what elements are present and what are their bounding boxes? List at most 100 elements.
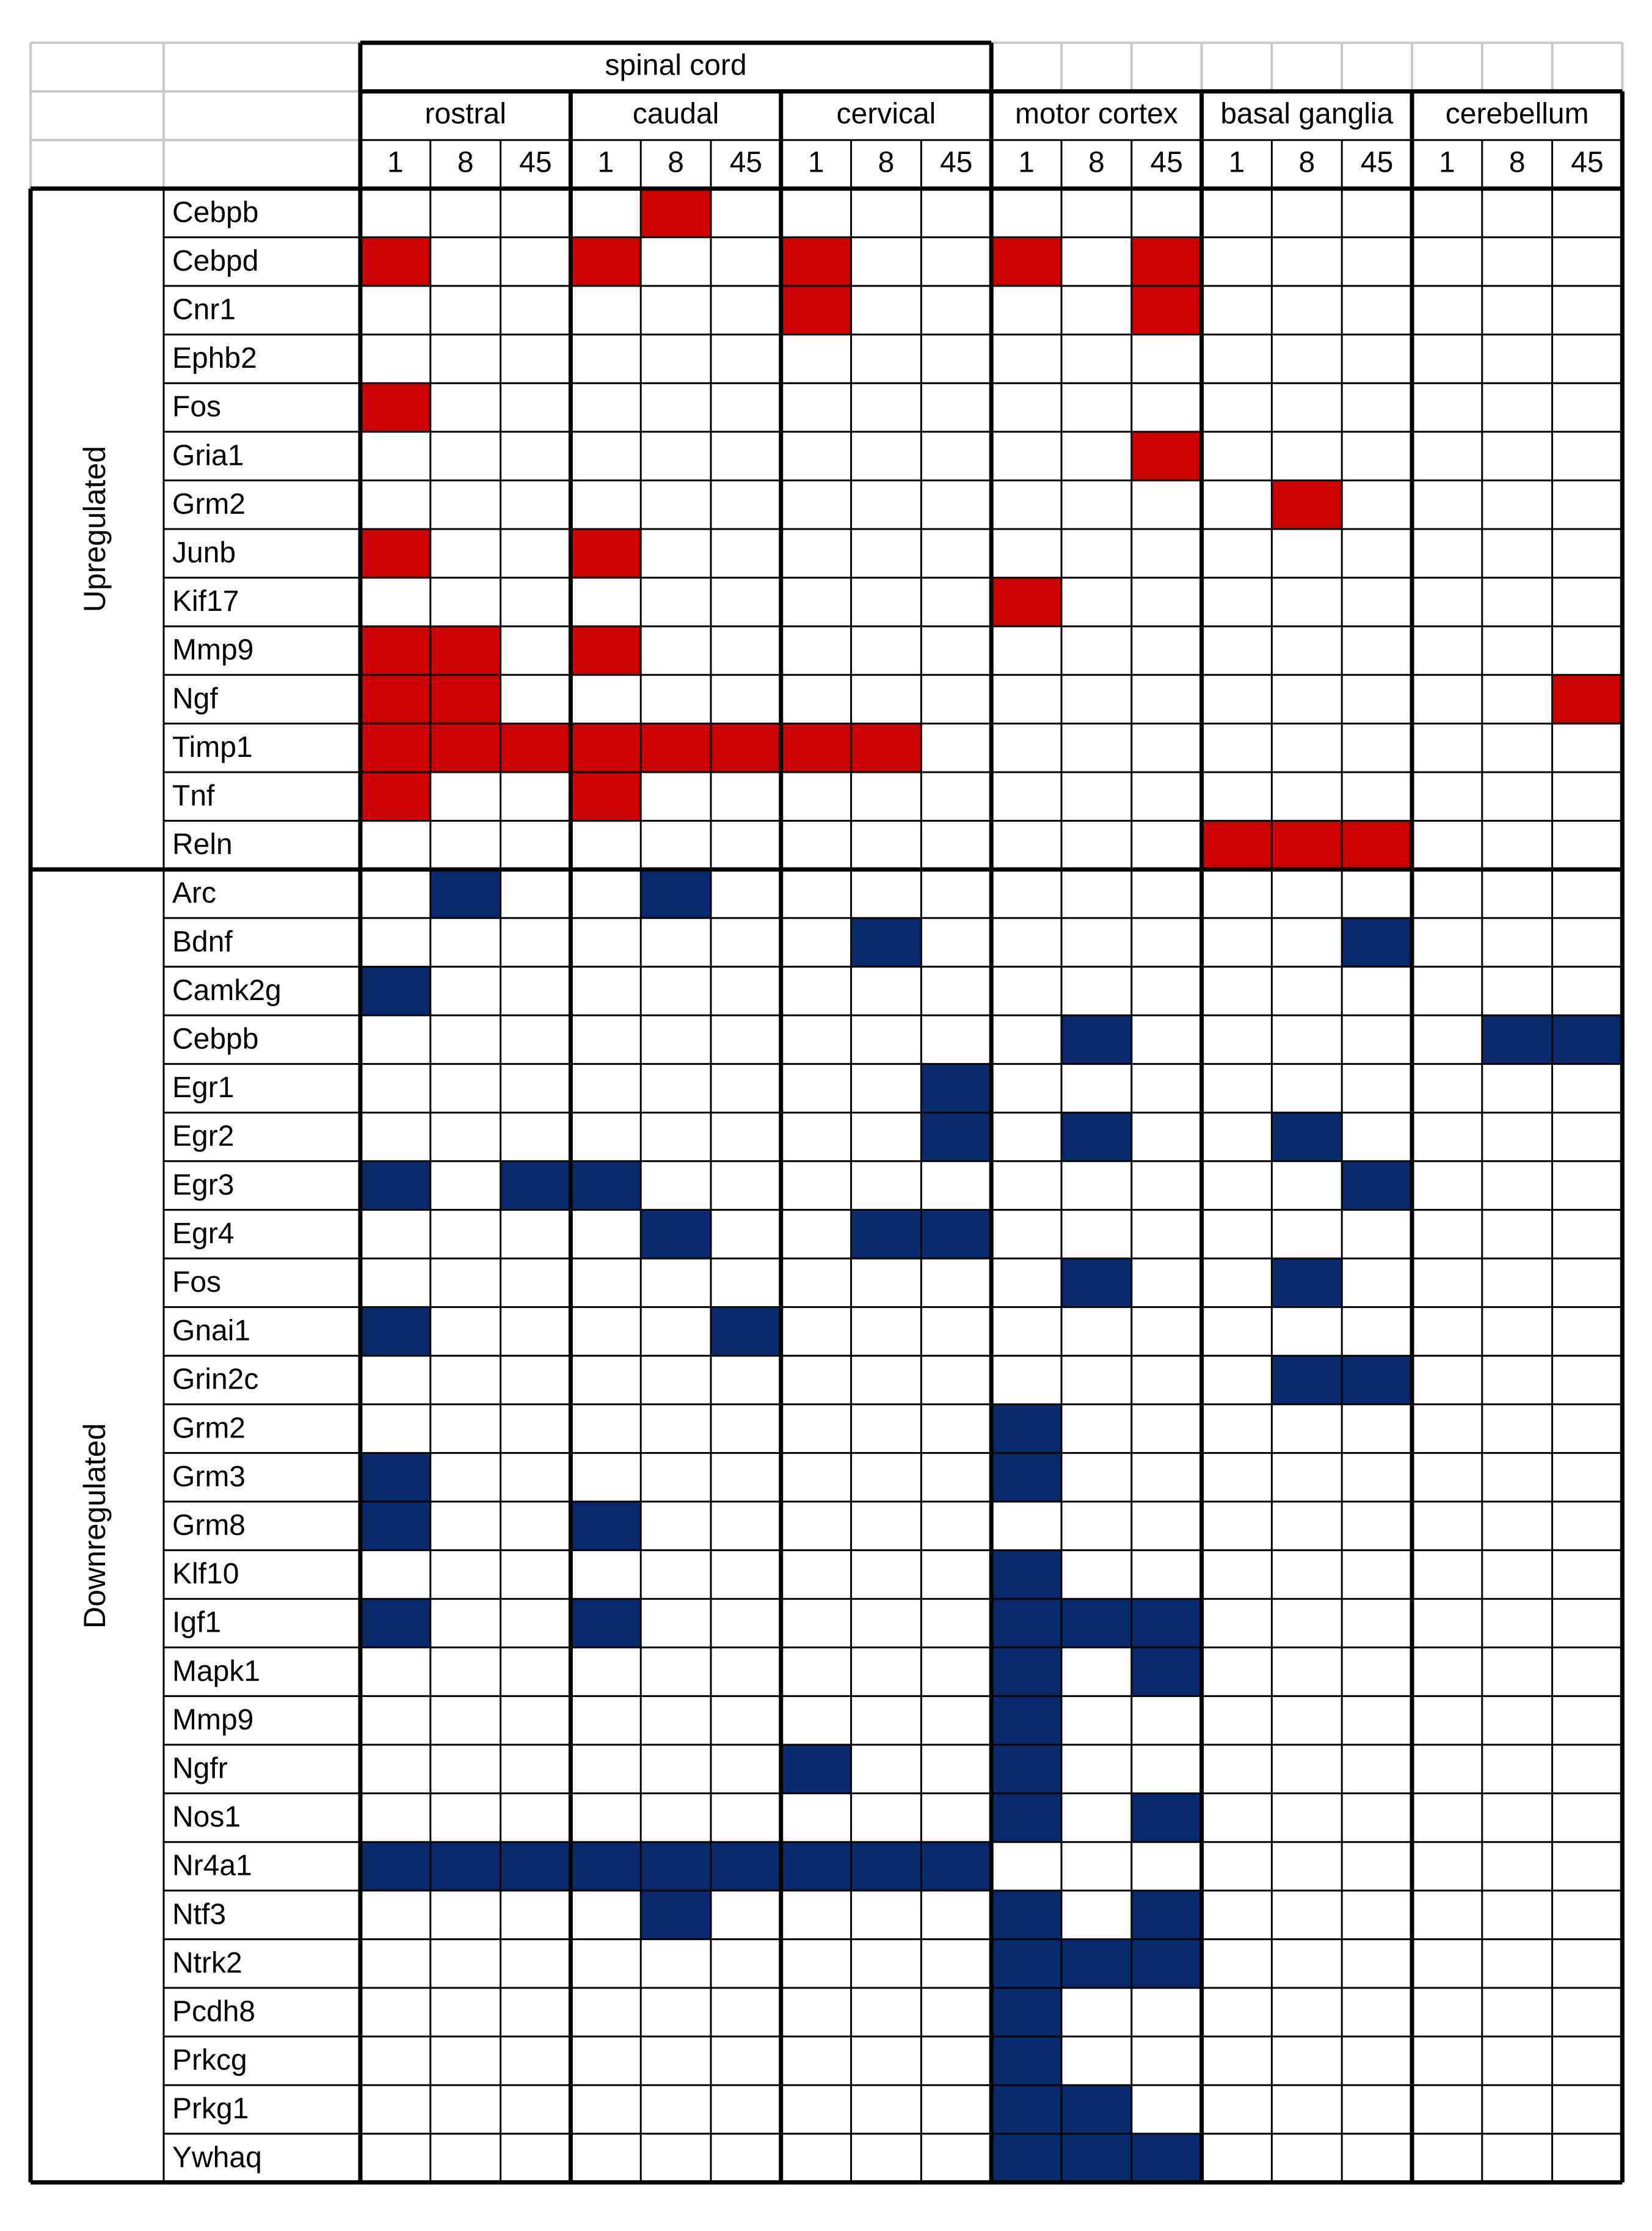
downregulated-cell	[991, 1793, 1061, 1842]
upregulated-cell	[570, 237, 641, 286]
upregulated-cell	[430, 674, 501, 724]
gene-label: Junb	[172, 536, 236, 569]
downregulated-cell	[1272, 1112, 1342, 1161]
timepoint-label: 8	[1509, 147, 1526, 179]
downregulated-cell	[851, 918, 922, 967]
downregulated-cell	[991, 1599, 1061, 1648]
gene-label: Cebpd	[172, 245, 258, 277]
upregulated-cell	[711, 723, 781, 772]
downregulated-cell	[1342, 1161, 1412, 1210]
upregulated-cell	[430, 723, 501, 772]
gene-label: Klf10	[172, 1558, 239, 1590]
timepoint-label: 1	[1018, 147, 1035, 179]
spinal-cord-label: spinal cord	[605, 49, 747, 81]
downregulated-cell	[1272, 1258, 1342, 1307]
group-label: Downregulated	[78, 1423, 112, 1629]
upregulated-cell	[781, 237, 851, 286]
region-label: basal ganglia	[1220, 98, 1393, 130]
upregulated-cell	[1131, 286, 1202, 335]
timepoint-label: 1	[808, 147, 824, 179]
upregulated-cell	[360, 383, 431, 432]
upregulated-cell	[360, 772, 431, 821]
timepoint-label: 1	[1439, 147, 1455, 179]
downregulated-cell	[500, 1161, 571, 1210]
upregulated-cell	[641, 723, 711, 772]
downregulated-cell	[991, 2085, 1061, 2134]
timepoint-label: 45	[730, 147, 762, 179]
timepoint-label: 8	[457, 147, 474, 179]
gene-label: Tnf	[172, 780, 215, 812]
downregulated-cell	[991, 1647, 1061, 1696]
gene-label: Camk2g	[172, 974, 282, 1007]
downregulated-cell	[781, 1842, 851, 1891]
timepoint-label: 1	[597, 147, 614, 179]
gene-label: Egr3	[172, 1169, 234, 1201]
downregulated-cell	[991, 1696, 1061, 1745]
gene-label: Bdnf	[172, 926, 233, 958]
gene-label: Cnr1	[172, 293, 236, 326]
downregulated-cell	[711, 1842, 781, 1891]
gene-label: Ngf	[172, 682, 218, 715]
gene-label: Fos	[172, 1266, 221, 1298]
gene-label: Reln	[172, 828, 233, 861]
region-label: cervical	[837, 98, 936, 130]
downregulated-cell	[360, 1307, 431, 1356]
downregulated-cell	[360, 1453, 431, 1502]
region-label: cerebellum	[1446, 98, 1589, 130]
gene-label: Grm8	[172, 1509, 246, 1541]
upregulated-cell	[430, 626, 501, 675]
downregulated-cell	[360, 966, 431, 1015]
upregulated-cell	[360, 529, 431, 578]
gene-label: Ntf3	[172, 1898, 226, 1930]
downregulated-cell	[360, 1161, 431, 1210]
timepoint-label: 45	[940, 147, 972, 179]
gene-label: Pcdh8	[172, 1995, 255, 2028]
gene-label: Cebpb	[172, 1023, 258, 1055]
upregulated-cell	[360, 237, 431, 286]
downregulated-cell	[921, 1112, 992, 1161]
downregulated-cell	[991, 1404, 1061, 1453]
gene-label: Cebpb	[172, 196, 258, 228]
downregulated-cell	[1061, 1258, 1132, 1307]
downregulated-cell	[430, 1842, 501, 1891]
downregulated-cell	[1061, 2133, 1132, 2183]
upregulated-cell	[1272, 480, 1342, 529]
downregulated-cell	[570, 1502, 641, 1550]
downregulated-cell	[641, 1842, 711, 1891]
downregulated-cell	[1061, 1112, 1132, 1161]
region-label: caudal	[633, 98, 719, 130]
upregulated-cell	[570, 723, 641, 772]
downregulated-cell	[641, 1890, 711, 1940]
downregulated-cell	[1482, 1015, 1552, 1064]
downregulated-cell	[1061, 1599, 1132, 1648]
gene-label: Grin2c	[172, 1364, 258, 1396]
timepoint-label: 8	[668, 147, 684, 179]
upregulated-cell	[570, 772, 641, 821]
gene-label: Grm2	[172, 488, 246, 520]
downregulated-cell	[1131, 1890, 1202, 1940]
gene-label: Ngfr	[172, 1752, 228, 1784]
upregulated-cell	[500, 723, 571, 772]
downregulated-cell	[430, 869, 501, 918]
gene-label: Prkcg	[172, 2044, 247, 2076]
downregulated-cell	[851, 1842, 922, 1891]
gene-label: Prkg1	[172, 2093, 249, 2125]
gene-label: Kif17	[172, 585, 239, 618]
upregulated-cell	[1552, 674, 1623, 724]
downregulated-cell	[360, 1842, 431, 1891]
gene-label: Egr4	[172, 1218, 234, 1250]
timepoint-label: 45	[1571, 147, 1603, 179]
gene-label: Egr1	[172, 1072, 234, 1104]
downregulated-cell	[991, 1988, 1061, 2037]
downregulated-cell	[641, 1210, 711, 1258]
downregulated-cell	[991, 1939, 1061, 1988]
gene-label: Mmp9	[172, 634, 253, 666]
downregulated-cell	[1131, 1939, 1202, 1988]
downregulated-cell	[991, 2036, 1061, 2086]
gene-label: Grm2	[172, 1412, 246, 1444]
gene-label: Gnai1	[172, 1315, 250, 1347]
gene-label: Timp1	[172, 731, 253, 764]
gene-label: Nos1	[172, 1801, 241, 1833]
downregulated-cell	[1131, 1647, 1202, 1696]
